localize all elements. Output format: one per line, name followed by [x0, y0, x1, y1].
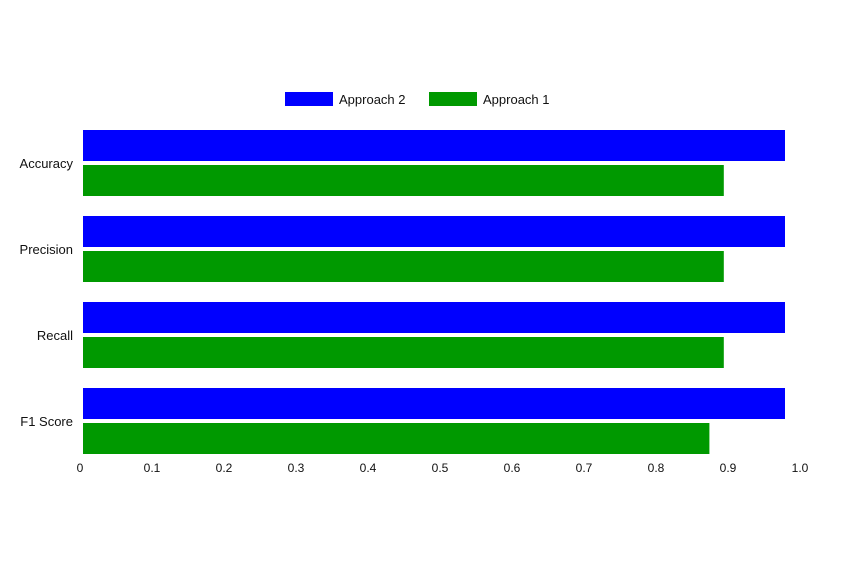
x-tick-label: 0.4 — [360, 461, 377, 475]
x-tick-label: 0.5 — [432, 461, 449, 475]
legend-swatch-approach-1 — [429, 92, 477, 106]
x-tick-label: 0.2 — [216, 461, 233, 475]
x-tick-label: 0.8 — [648, 461, 665, 475]
category-label: Precision — [20, 242, 73, 257]
x-tick-label: 0.6 — [504, 461, 521, 475]
x-tick-label: 0.9 — [720, 461, 737, 475]
x-axis-ticks: 0 0.1 0.2 0.3 0.4 0.5 0.6 0.7 0.8 0.9 1.0 — [77, 461, 809, 475]
x-tick-label: 0.3 — [288, 461, 305, 475]
legend-swatch-approach-2 — [285, 92, 333, 106]
category-label: Accuracy — [20, 156, 74, 171]
legend-label: Approach 2 — [339, 92, 406, 107]
bar-recall-approach-1 — [83, 337, 724, 368]
x-tick-label: 0.7 — [576, 461, 593, 475]
bar-f1-score-approach-2 — [83, 388, 785, 419]
bar-recall-approach-2 — [83, 302, 785, 333]
bar-f1-score-approach-1 — [83, 423, 710, 454]
bar-precision-approach-1 — [83, 251, 724, 282]
x-tick-label: 0 — [77, 461, 84, 475]
category-label: F1 Score — [20, 414, 73, 429]
category-labels: Accuracy Precision Recall F1 Score — [20, 156, 74, 429]
x-tick-label: 0.1 — [144, 461, 161, 475]
legend-label: Approach 1 — [483, 92, 550, 107]
bars-group — [83, 130, 785, 454]
bar-accuracy-approach-1 — [83, 165, 724, 196]
category-label: Recall — [37, 328, 73, 343]
legend: Approach 2 Approach 1 — [285, 92, 550, 107]
x-tick-label: 1.0 — [792, 461, 809, 475]
bar-precision-approach-2 — [83, 216, 785, 247]
bar-accuracy-approach-2 — [83, 130, 785, 161]
